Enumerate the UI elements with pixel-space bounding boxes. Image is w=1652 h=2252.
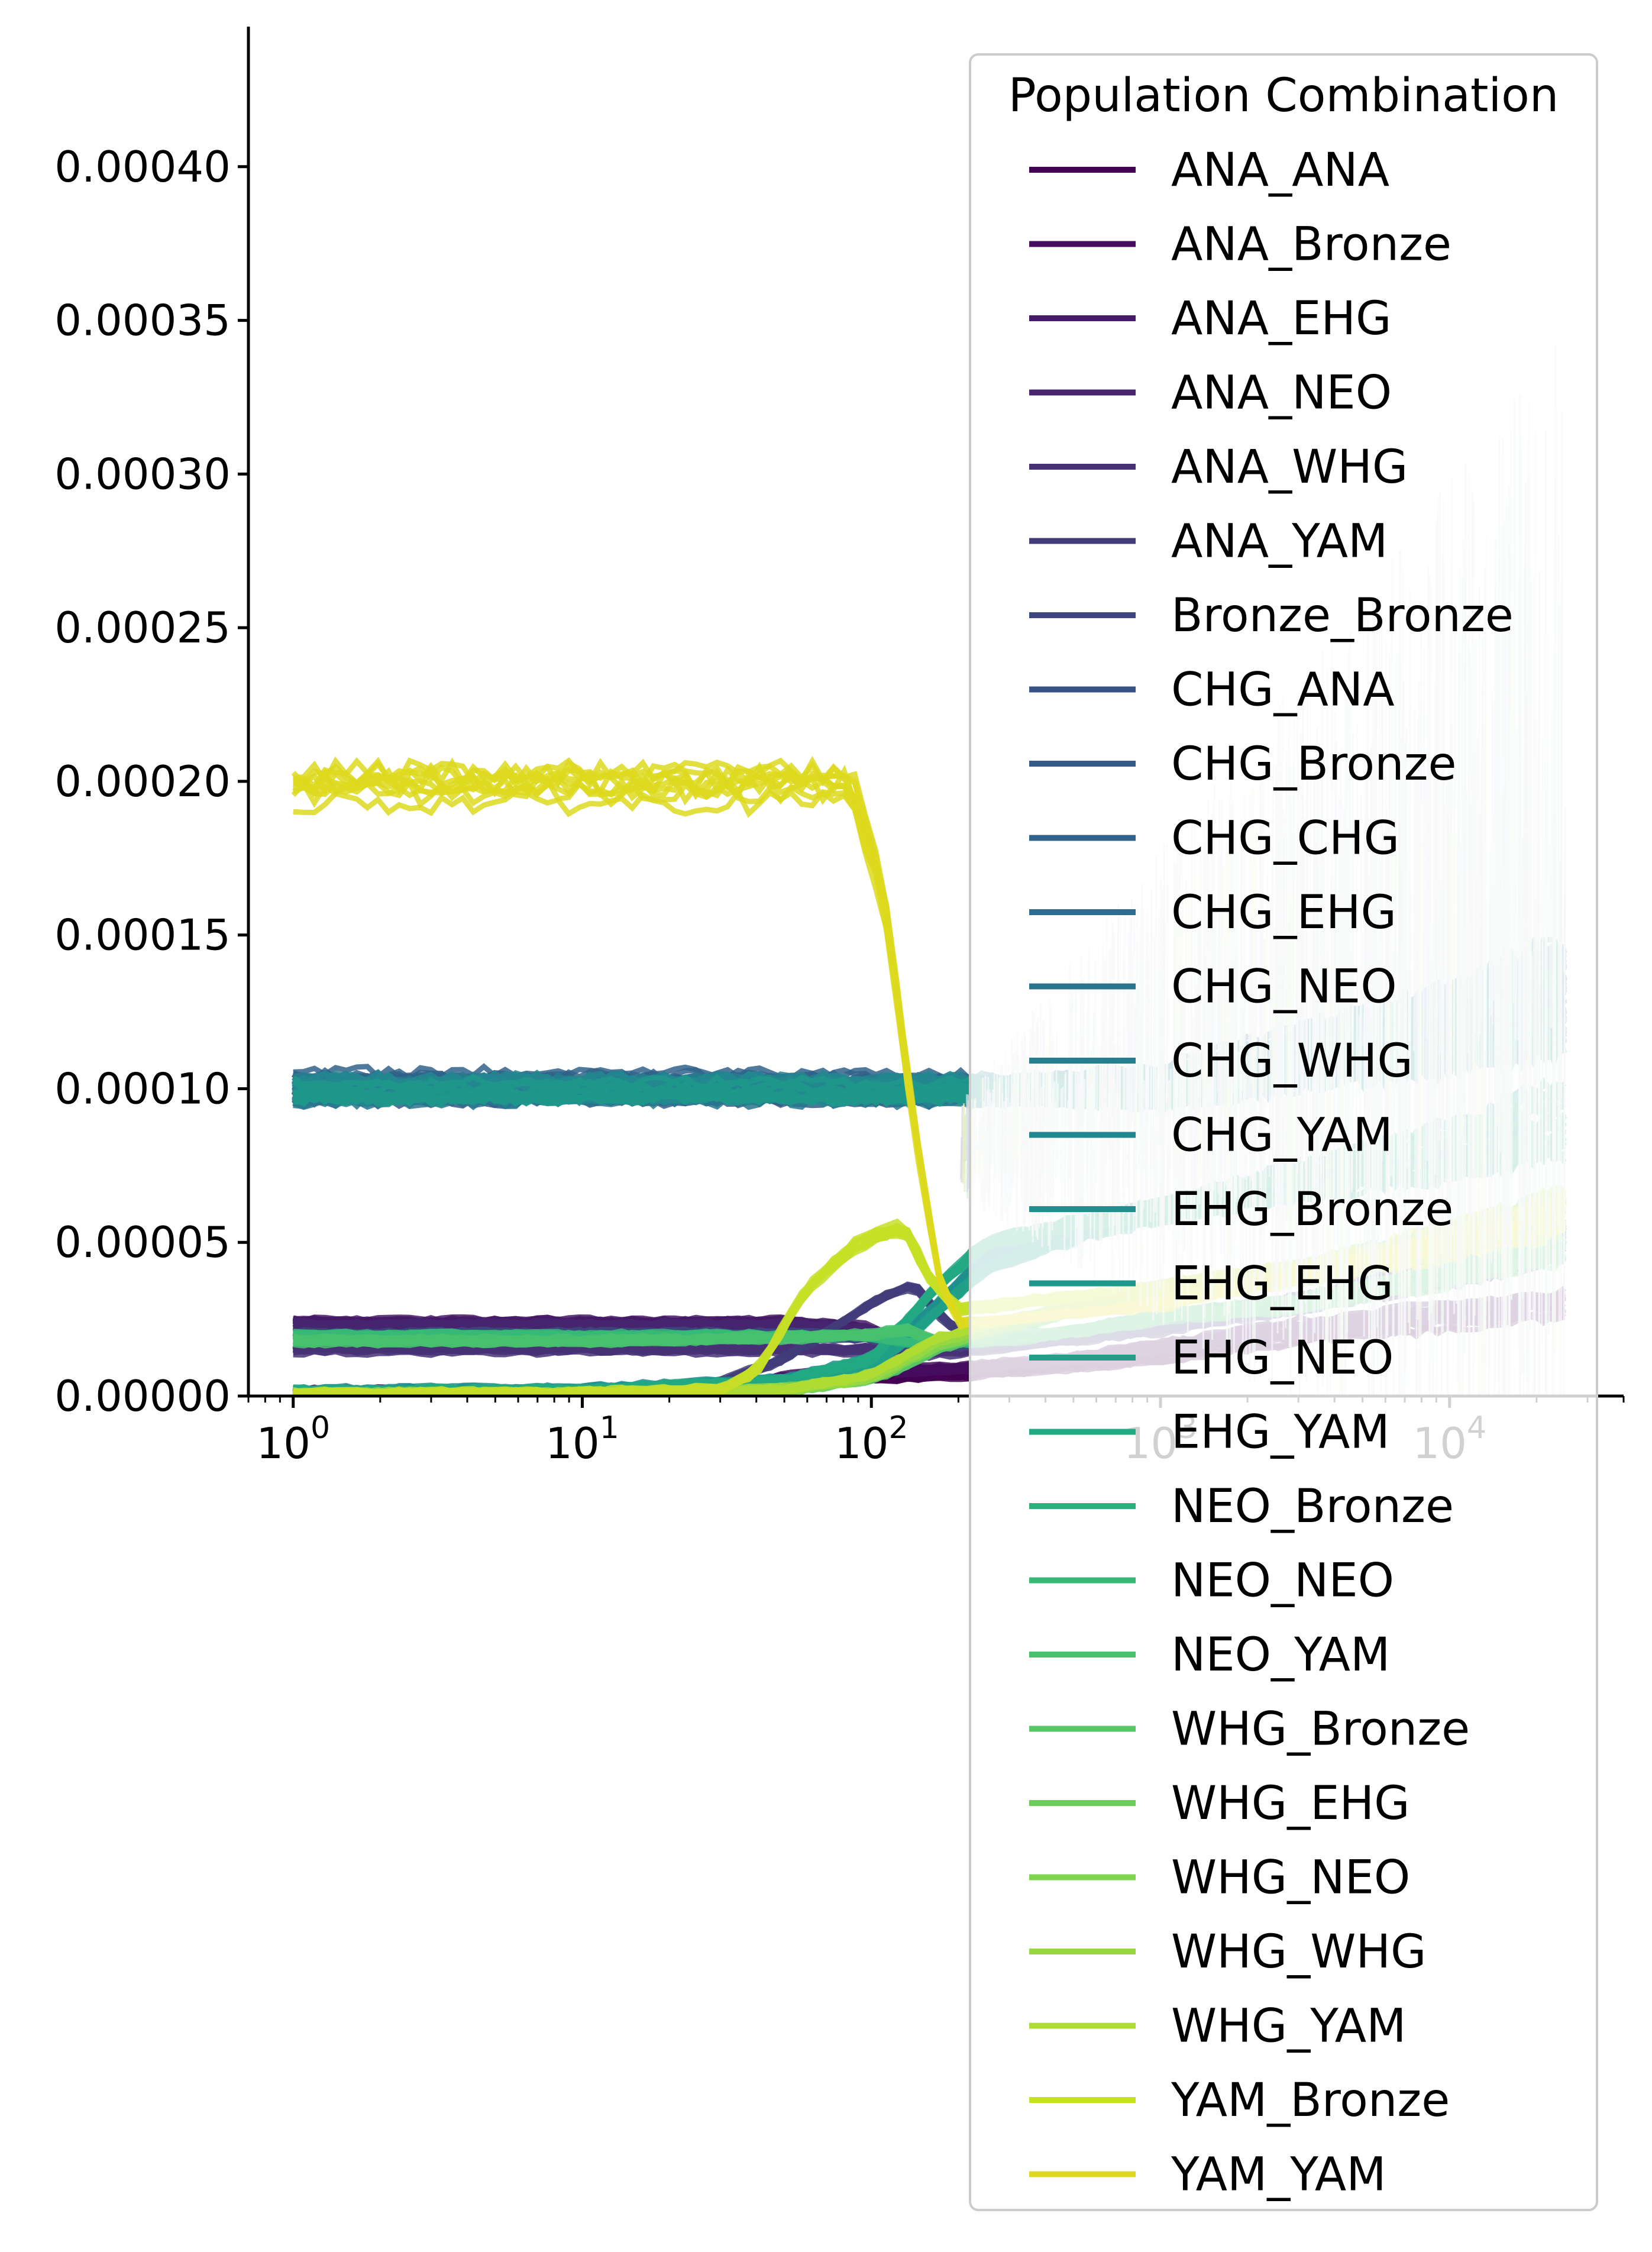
legend-label-WHG_Bronze: WHG_Bronze <box>1171 1703 1470 1756</box>
legend-label-CHG_WHG: CHG_WHG <box>1171 1035 1413 1088</box>
legend-label-CHG_Bronze: CHG_Bronze <box>1171 738 1457 791</box>
legend-label-EHG_Bronze: EHG_Bronze <box>1171 1183 1453 1236</box>
legend-label-NEO_Bronze: NEO_Bronze <box>1171 1480 1454 1533</box>
legend-label-ANA_NEO: ANA_NEO <box>1171 367 1392 420</box>
legend-label-YAM_Bronze: YAM_Bronze <box>1171 2074 1450 2127</box>
x-tick-label: 102 <box>835 1410 909 1468</box>
legend-label-CHG_ANA: CHG_ANA <box>1171 664 1395 717</box>
noise-mark <box>966 1100 969 1193</box>
legend-label-NEO_YAM: NEO_YAM <box>1171 1629 1390 1682</box>
legend-label-CHG_YAM: CHG_YAM <box>1171 1109 1393 1162</box>
legend: Population Combination ANA_ANA ANA_Bronze A… <box>969 53 1598 2211</box>
legend-label-EHG_YAM: EHG_YAM <box>1171 1406 1390 1459</box>
noise-mark <box>962 1104 965 1171</box>
legend-label-EHG_EHG: EHG_EHG <box>1171 1258 1394 1311</box>
legend-label-WHG_EHG: WHG_EHG <box>1171 1777 1410 1830</box>
y-tick-label: 0.00035 <box>54 296 231 345</box>
noise-mark <box>961 1106 964 1183</box>
y-tick-label: 0.00015 <box>54 910 231 960</box>
legend-label-ANA_YAM: ANA_YAM <box>1171 515 1388 568</box>
y-tick-label: 0.00000 <box>54 1371 231 1421</box>
legend-label-WHG_YAM: WHG_YAM <box>1171 2000 1406 2053</box>
y-tick-label: 0.00040 <box>54 142 231 192</box>
legend-label-ANA_ANA: ANA_ANA <box>1171 144 1389 197</box>
x-tick-label: 100 <box>256 1410 330 1468</box>
legend-label-CHG_EHG: CHG_EHG <box>1171 886 1396 939</box>
legend-label-NEO_NEO: NEO_NEO <box>1171 1555 1394 1608</box>
legend-label-YAM_YAM: YAM_YAM <box>1171 2148 1386 2202</box>
legend-label-ANA_EHG: ANA_EHG <box>1171 292 1391 345</box>
legend-label-ANA_Bronze: ANA_Bronze <box>1171 218 1451 272</box>
legend-label-Bronze_Bronze: Bronze_Bronze <box>1171 589 1514 642</box>
y-tick-label: 0.00005 <box>54 1217 231 1267</box>
legend-label-CHG_NEO: CHG_NEO <box>1171 961 1397 1014</box>
noise-mark <box>965 1094 968 1161</box>
legend-box <box>969 53 1598 2211</box>
legend-label-CHG_CHG: CHG_CHG <box>1171 812 1399 865</box>
y-tick-label: 0.00025 <box>54 603 231 652</box>
legend-label-WHG_NEO: WHG_NEO <box>1171 1852 1410 1905</box>
noise-mark <box>964 1113 966 1193</box>
y-tick-label: 0.00010 <box>54 1064 231 1113</box>
x-tick-label: 101 <box>545 1410 619 1468</box>
legend-label-EHG_NEO: EHG_NEO <box>1171 1332 1394 1385</box>
legend-title: Population Combination <box>1008 69 1559 122</box>
y-tick-label: 0.00030 <box>54 449 231 499</box>
axes-layer: 0.00000 0.00005 0.00010 0.00015 0.00020 0.000… <box>54 27 1625 1468</box>
y-tick-label: 0.00020 <box>54 757 231 806</box>
legend-label-ANA_WHG: ANA_WHG <box>1171 441 1408 494</box>
legend-label-WHG_WHG: WHG_WHG <box>1171 1925 1426 1979</box>
